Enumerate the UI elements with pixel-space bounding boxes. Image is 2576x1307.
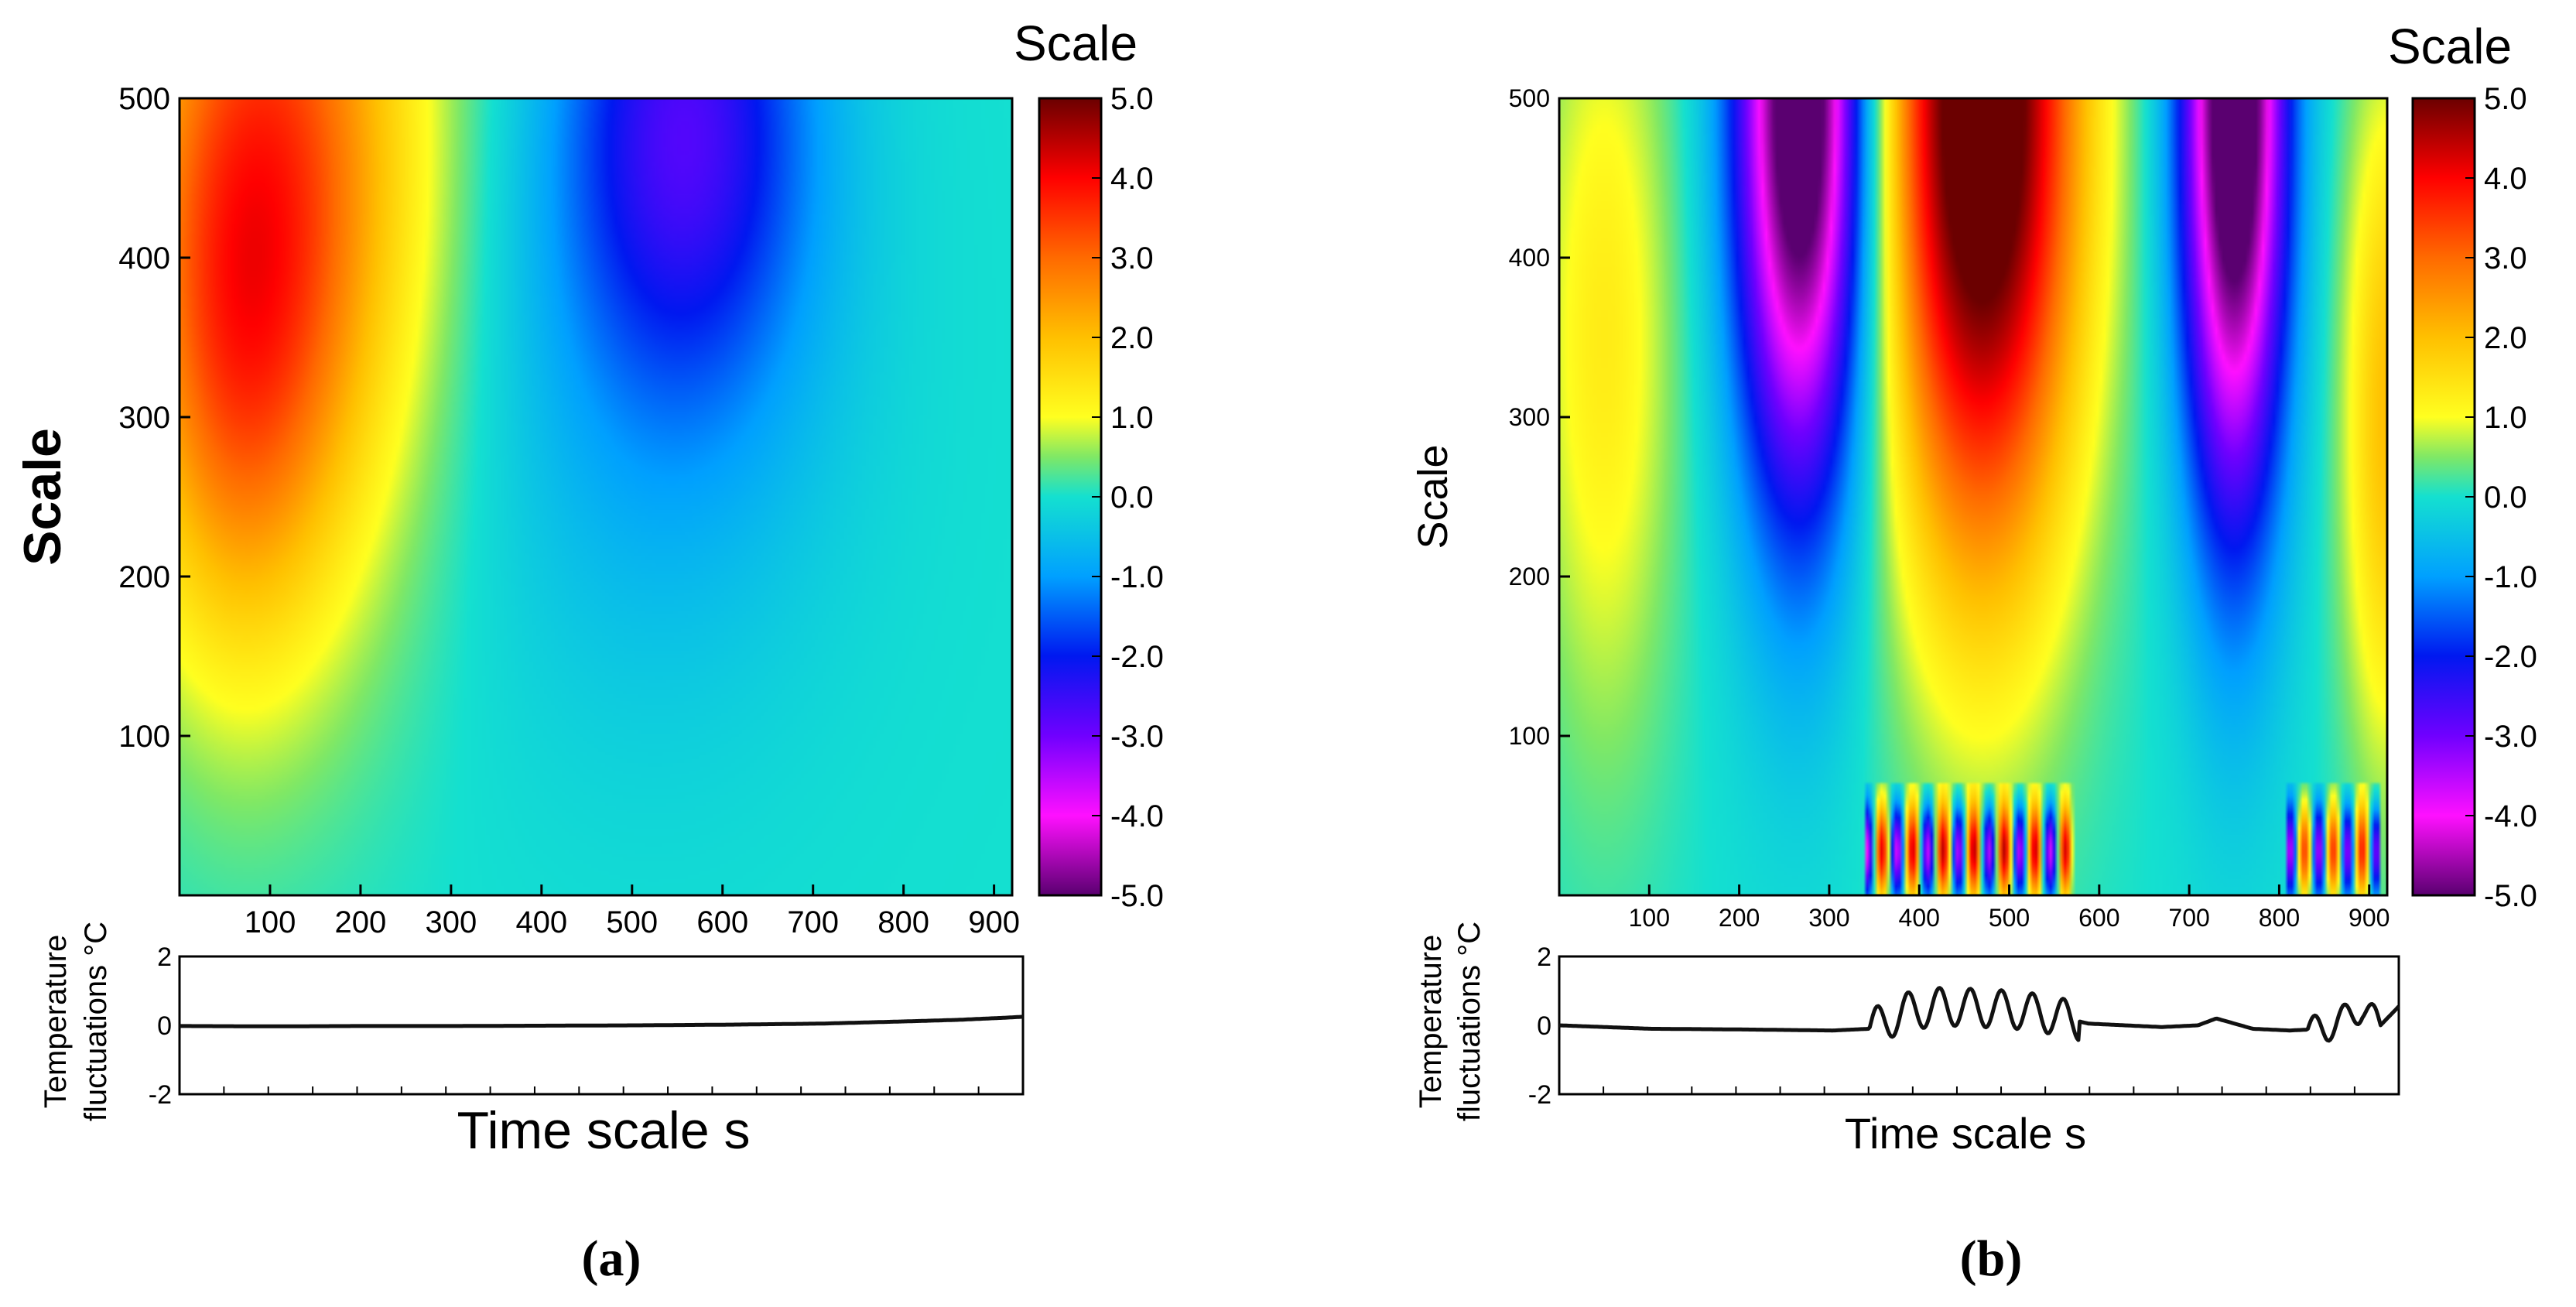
x-tick-label: 100	[1629, 904, 1670, 932]
x-axis-label: Time scale s	[457, 1101, 750, 1160]
y-tick-label: 300	[118, 401, 170, 435]
y-axis-label: Scale	[13, 428, 72, 566]
trace-line	[1558, 986, 2400, 1043]
x-tick-label: 400	[1899, 904, 1940, 932]
trace-y-tick-label: 2	[1537, 943, 1551, 972]
colorbar-tick-label: 1.0	[2484, 401, 2527, 435]
panel-b: 100 200 300 400 500 100 200 300 400 500 600 700 800 9…	[1410, 19, 2537, 1287]
trace-y-label-line2: fluctuations °C	[1452, 922, 1486, 1121]
colorbar-title: Scale	[2388, 19, 2512, 74]
x-tick-label: 100	[245, 905, 296, 939]
y-axis-label: Scale	[1410, 444, 1456, 549]
trace-y-tick-label: -2	[149, 1080, 172, 1110]
trace-y-label-line1: Temperature	[39, 935, 73, 1109]
colorbar-tick-label: 3.0	[2484, 241, 2527, 275]
x-tick-label: 600	[2078, 904, 2119, 932]
trace-y-label-line1: Temperature	[1414, 935, 1448, 1109]
colorbar	[2411, 97, 2476, 897]
x-tick-label: 900	[2349, 904, 2390, 932]
heatmap-image	[1559, 98, 2387, 895]
colorbar-title: Scale	[1014, 15, 1137, 71]
colorbar-tick-label: -4.0	[2484, 799, 2537, 833]
y-tick-label: 300	[1509, 403, 1550, 431]
y-tick-label: 200	[1509, 563, 1550, 590]
heatmap-frame	[1558, 97, 2389, 897]
heatmap-frame	[178, 97, 1014, 897]
trace-y-label-line2: fluctuations °C	[79, 922, 113, 1121]
panel-label: (b)	[1960, 1230, 2023, 1287]
x-tick-label: 600	[696, 905, 748, 939]
trace-y-tick-label: -2	[1528, 1080, 1551, 1110]
y-tick-label: 200	[118, 560, 170, 594]
panel-label: (a)	[582, 1230, 641, 1287]
colorbar-tick-label: 2.0	[2484, 321, 2527, 355]
colorbar	[1038, 97, 1103, 897]
x-tick-label: 200	[1719, 904, 1760, 932]
x-tick-label: 800	[877, 905, 929, 939]
y-tick-label: 500	[1509, 84, 1550, 112]
x-tick-label: 500	[1989, 904, 2030, 932]
x-tick-label: 300	[1808, 904, 1849, 932]
trace-frame	[1558, 955, 2400, 1096]
trace-y-tick-label: 2	[157, 943, 172, 972]
x-axis-label: Time scale s	[1845, 1109, 2086, 1158]
colorbar-tick-label: 4.0	[1110, 162, 1154, 196]
colorbar-tick-label: 1.0	[1110, 401, 1154, 435]
colorbar-tick-label: -3.0	[2484, 720, 2537, 754]
x-tick-label: 700	[2168, 904, 2209, 932]
panel-a: 100 200 300 400 500 100 200 300 400 500 600 700 800 9…	[13, 15, 1164, 1287]
colorbar-tick-label: -1.0	[2484, 560, 2537, 594]
colorbar-tick-label: -2.0	[2484, 640, 2537, 674]
colorbar-tick-label: 0.0	[1110, 481, 1154, 515]
colorbar-tick-label: -3.0	[1110, 720, 1164, 754]
y-tick-label: 500	[118, 82, 170, 116]
colorbar-tick-label: 5.0	[2484, 82, 2527, 116]
colorbar-tick-label: 3.0	[1110, 241, 1154, 275]
y-tick-label: 400	[118, 241, 170, 275]
x-tick-label: 300	[425, 905, 477, 939]
colorbar-tick-label: 4.0	[2484, 162, 2527, 196]
x-tick-label: 400	[515, 905, 567, 939]
x-tick-label: 900	[968, 905, 1020, 939]
colorbar-tick-label: -5.0	[1110, 879, 1164, 913]
y-tick-label: 100	[118, 720, 170, 754]
colorbar-tick-label: -4.0	[1110, 799, 1164, 833]
x-tick-label: 200	[335, 905, 387, 939]
x-tick-label: 500	[606, 905, 658, 939]
trace-line	[179, 1014, 1024, 1028]
colorbar-tick-label: -1.0	[1110, 560, 1164, 594]
x-tick-label: 800	[2259, 904, 2300, 932]
x-tick-label: 700	[787, 905, 839, 939]
colorbar-tick-label: -2.0	[1110, 640, 1164, 674]
colorbar-tick-label: -5.0	[2484, 879, 2537, 913]
heatmap-image	[180, 98, 1012, 895]
trace-y-tick-label: 0	[1537, 1011, 1551, 1041]
trace-y-tick-label: 0	[157, 1011, 172, 1041]
colorbar-tick-label: 2.0	[1110, 321, 1154, 355]
colorbar-tick-label: 0.0	[2484, 481, 2527, 515]
y-tick-label: 400	[1509, 244, 1550, 272]
y-tick-label: 100	[1509, 722, 1550, 750]
colorbar-tick-label: 5.0	[1110, 82, 1154, 116]
